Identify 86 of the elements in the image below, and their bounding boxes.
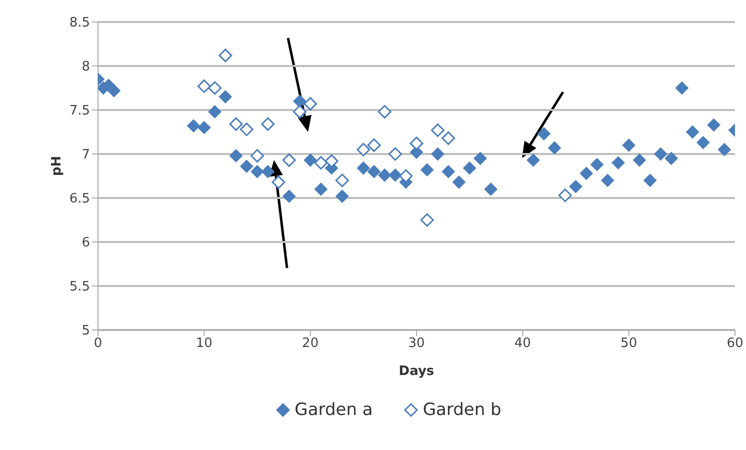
point [378,168,392,182]
y-tick-label: 6 [82,236,90,251]
x-tick-label: 30 [408,336,425,352]
point [452,176,466,189]
point [272,175,286,189]
x-tick-label: 20 [302,336,319,352]
x-tick-label: 0 [94,336,102,352]
x-tick-label: 50 [620,336,638,352]
point [707,118,720,132]
point [292,105,306,119]
y-tick-label: 8 [82,60,90,75]
point [601,174,614,187]
point [335,174,349,188]
point [548,141,562,154]
point [304,97,318,111]
y-tick-label: 7.5 [69,104,90,119]
point [230,149,243,162]
y-tick-label: 5.5 [69,280,90,295]
point [442,131,456,145]
point [569,180,582,194]
point [208,81,222,95]
point [304,154,317,167]
x-tick-label: 60 [726,336,744,352]
point [590,158,604,172]
y-tick-label: 8.5 [69,16,90,31]
point [324,154,338,168]
y-tick-label: 6.5 [69,192,90,207]
point [187,119,200,132]
point [718,143,731,156]
point [664,152,678,165]
point [240,160,254,173]
point [696,136,710,150]
point [580,166,593,180]
point [442,165,455,178]
point [622,138,636,152]
x-tick-label: 10 [196,336,212,352]
point [293,94,306,108]
point [261,117,275,131]
point [474,152,487,165]
point [388,168,402,182]
point [198,121,211,134]
y-tick-label: 5 [82,324,90,339]
point [356,162,370,175]
point [558,188,572,202]
point [430,123,444,137]
point [612,156,625,170]
point [197,79,211,93]
point [356,142,370,156]
point [654,148,668,160]
point [250,149,264,163]
point [410,136,424,150]
point [388,147,402,161]
point [368,165,381,178]
point [431,148,444,160]
point [378,105,392,119]
legend-label: Garden b [422,400,502,420]
point [107,84,120,98]
point [218,48,232,62]
point [282,190,296,203]
point [314,182,328,196]
point [526,154,540,167]
point [367,138,381,152]
point [218,90,232,104]
point [644,174,657,187]
point [420,213,434,227]
point [314,156,328,170]
legend-label: Garden a [294,400,373,420]
point [484,182,498,196]
point [537,127,550,140]
point [420,163,434,176]
y-tick-label: 7 [82,148,90,163]
point [282,153,296,167]
point [632,154,646,167]
point [463,162,476,175]
point [675,82,688,94]
x-tick-label: 40 [514,336,531,352]
point [399,169,413,183]
point [240,122,254,136]
point [229,117,243,131]
x-axis-title: Days [398,364,434,379]
point [336,190,349,203]
point [208,105,222,118]
point [250,165,264,178]
y-axis-title: pH [50,156,65,176]
point [261,165,274,178]
point [686,126,700,138]
